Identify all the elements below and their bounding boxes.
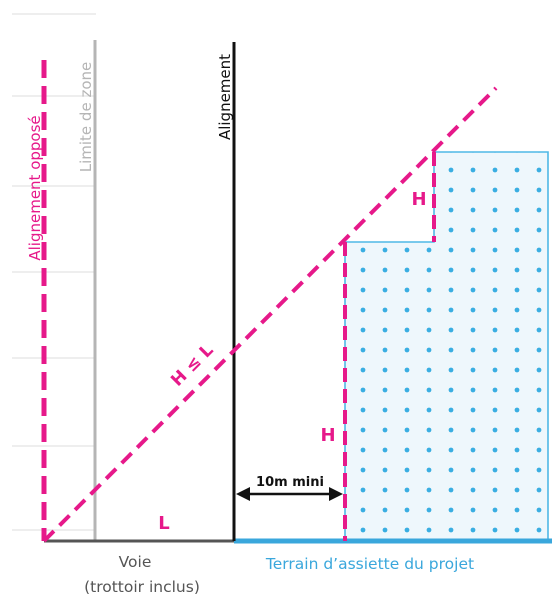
h-step-label: H <box>411 189 426 210</box>
grid-lines <box>12 13 96 531</box>
voie-subtitle-label: (trottoir inclus) <box>84 578 200 596</box>
building-dot-pattern <box>345 152 548 541</box>
distance-label: 10m mini <box>256 475 324 490</box>
l-label: L <box>158 513 169 534</box>
h-facade-label: H <box>320 425 335 446</box>
alignement-label: Alignement <box>216 54 234 140</box>
prospect-diagonal-line <box>42 86 498 543</box>
limite-de-zone-label: Limite de zone <box>77 62 95 173</box>
distance-arrow <box>236 487 343 501</box>
terrain-label: Terrain d’assiette du projet <box>265 555 474 573</box>
alignement-oppose-label: Alignement opposé <box>26 115 44 260</box>
voie-label: Voie <box>119 553 152 571</box>
h-le-l-label: H ≤ L <box>167 340 217 390</box>
